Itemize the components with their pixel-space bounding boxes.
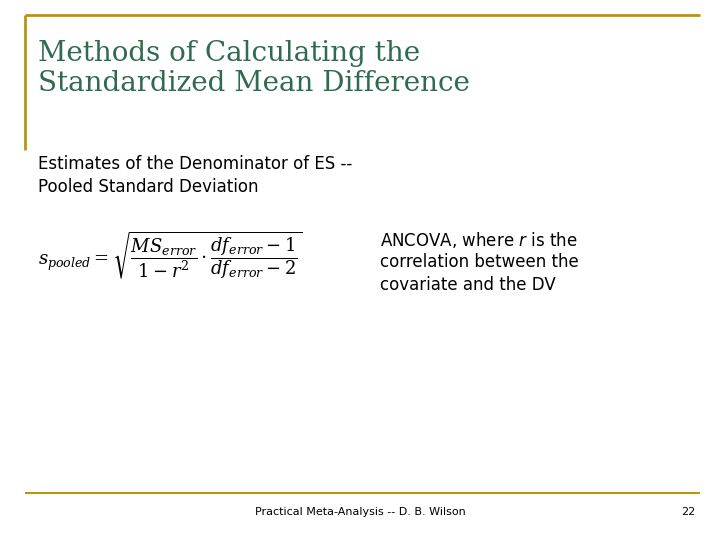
Text: Methods of Calculating the: Methods of Calculating the [38, 40, 420, 67]
Text: covariate and the DV: covariate and the DV [380, 276, 556, 294]
Text: Practical Meta-Analysis -- D. B. Wilson: Practical Meta-Analysis -- D. B. Wilson [255, 507, 465, 517]
Text: Standardized Mean Difference: Standardized Mean Difference [38, 70, 470, 97]
Text: Pooled Standard Deviation: Pooled Standard Deviation [38, 178, 258, 196]
Text: Estimates of the Denominator of ES --: Estimates of the Denominator of ES -- [38, 155, 352, 173]
Text: correlation between the: correlation between the [380, 253, 579, 271]
Text: 22: 22 [680, 507, 695, 517]
Text: ANCOVA, where $r$ is the: ANCOVA, where $r$ is the [380, 230, 577, 250]
Text: $s_{pooled} = \sqrt{\dfrac{MS_{error}}{1-r^2} \cdot \dfrac{df_{error}-1}{df_{err: $s_{pooled} = \sqrt{\dfrac{MS_{error}}{1… [38, 230, 302, 281]
